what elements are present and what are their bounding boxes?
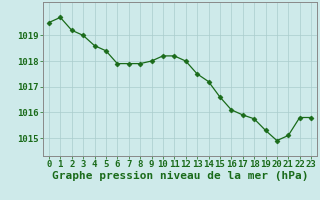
X-axis label: Graphe pression niveau de la mer (hPa): Graphe pression niveau de la mer (hPa) <box>52 171 308 181</box>
